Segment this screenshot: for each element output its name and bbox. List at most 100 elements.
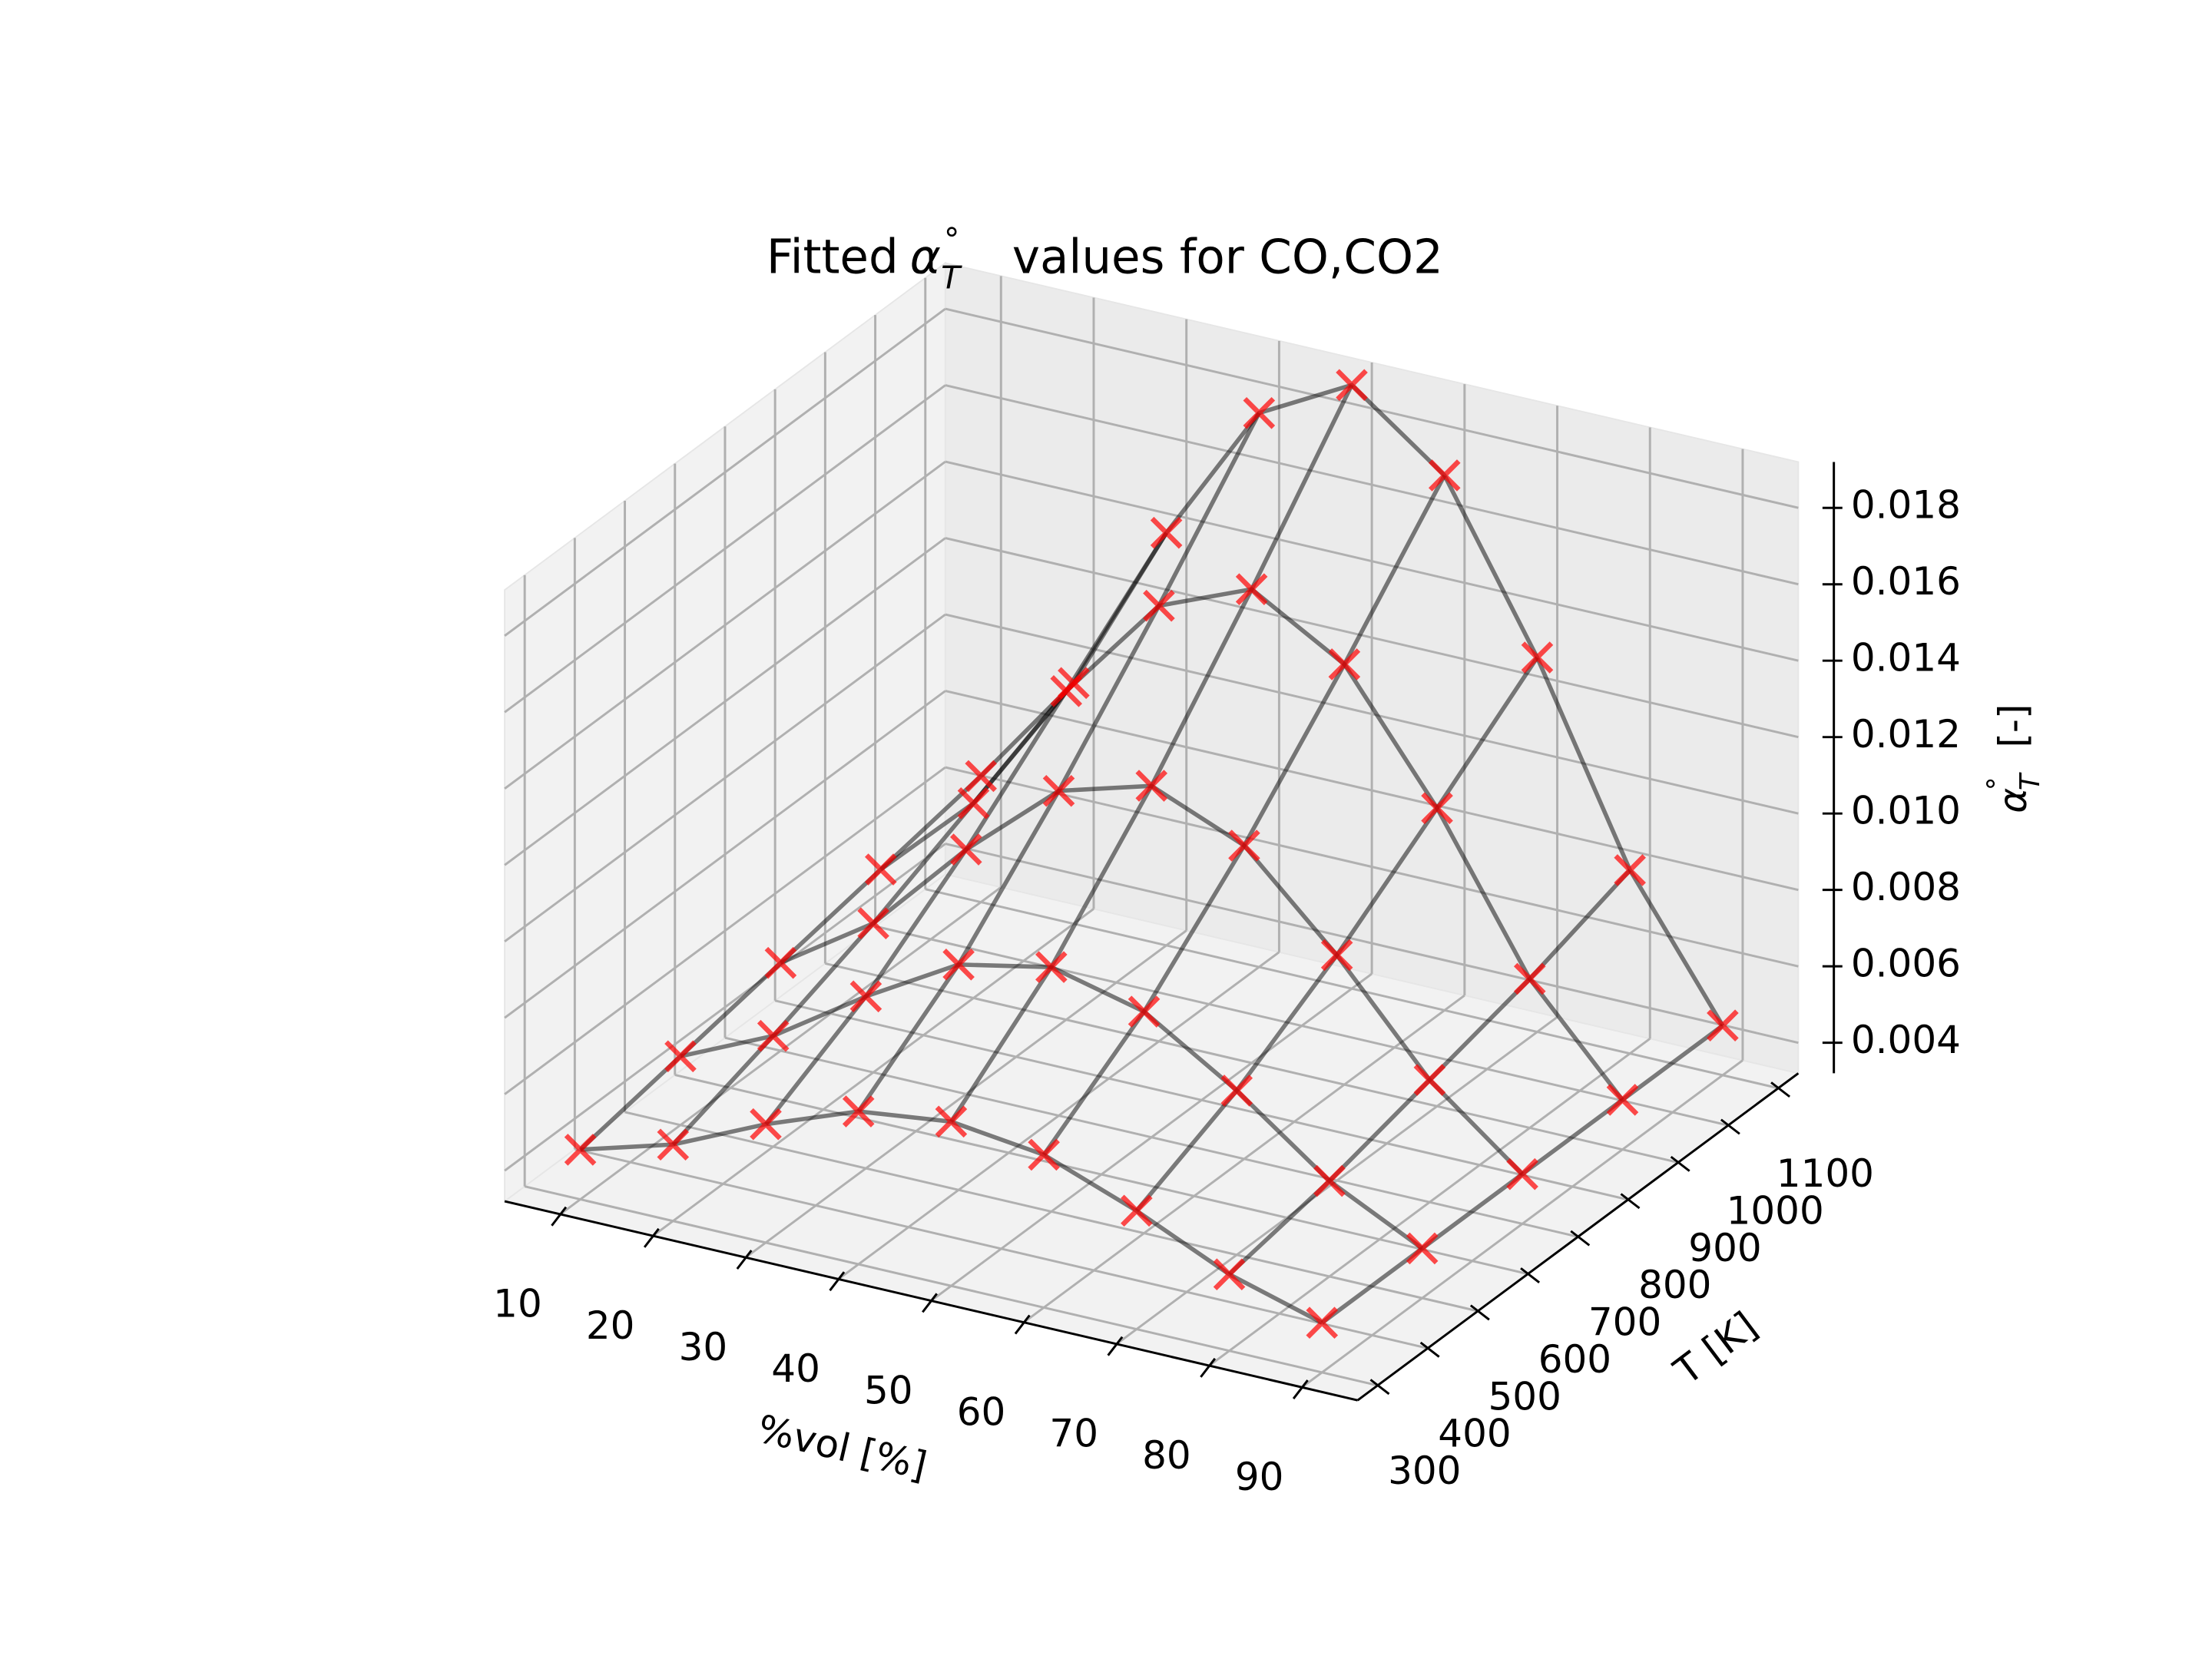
- grid-line: [504, 460, 946, 790]
- data-marker: [942, 949, 975, 981]
- data-marker: [750, 1108, 782, 1141]
- y-tick-label: 900: [1688, 1226, 1761, 1270]
- data-marker: [1135, 770, 1168, 802]
- z-label-suffix: [-]: [1991, 704, 2035, 748]
- data-marker: [842, 1095, 875, 1128]
- data-marker: [1506, 1157, 1538, 1190]
- z-tick-label: 0.008: [1851, 865, 1961, 909]
- x-tick-label: 50: [864, 1368, 913, 1412]
- data-marker: [1143, 589, 1175, 622]
- x-tick-label: 70: [1049, 1412, 1098, 1456]
- x-tick: [829, 1271, 846, 1292]
- grid-line: [875, 925, 1729, 1127]
- z-tick-label: 0.010: [1851, 789, 1961, 833]
- x-tick-label: 60: [957, 1390, 1006, 1435]
- chart-title-suffix: values for CO,CO2: [1012, 230, 1443, 284]
- grid-line: [504, 843, 946, 1172]
- grid-line: [945, 843, 1799, 1045]
- grid-line: [724, 1036, 1578, 1238]
- grid-line: [945, 307, 1799, 509]
- x-tick-label: 90: [1235, 1455, 1284, 1499]
- z-tick-label: 0.016: [1851, 559, 1961, 604]
- z-tick-label: 0.012: [1851, 712, 1961, 757]
- z-tick-label: 0.014: [1851, 636, 1961, 680]
- markers: [564, 369, 1739, 1339]
- data-marker: [1513, 962, 1546, 995]
- grid-line: [504, 690, 946, 1019]
- x-tick-label: 40: [771, 1346, 820, 1391]
- data-marker: [1328, 648, 1361, 680]
- y-tick: [1770, 1081, 1791, 1098]
- grid-line: [624, 1111, 1479, 1313]
- data-marker: [857, 907, 889, 940]
- y-tick: [1369, 1379, 1390, 1396]
- chart-title: Fitted: [767, 230, 899, 284]
- data-marker: [864, 853, 897, 886]
- y-tick-label: 1100: [1777, 1151, 1874, 1196]
- chart-title-sup: °: [944, 221, 959, 258]
- data-marker: [1243, 396, 1276, 429]
- grid-line: [504, 766, 946, 1095]
- y-tick: [1419, 1341, 1440, 1358]
- data-marker: [1406, 1232, 1439, 1265]
- x-tick: [736, 1250, 753, 1270]
- grid-line: [524, 1185, 1379, 1387]
- data-marker: [1320, 939, 1353, 972]
- data-marker: [1213, 1258, 1246, 1291]
- x-tick: [551, 1206, 568, 1227]
- grid: [504, 276, 1799, 1389]
- x-tick: [643, 1227, 660, 1248]
- y-tick-label: 500: [1488, 1374, 1561, 1419]
- x-tick-label: 80: [1142, 1433, 1191, 1478]
- data-marker: [1228, 830, 1260, 862]
- x-tick: [922, 1293, 938, 1313]
- data-marker: [1035, 951, 1068, 983]
- data-marker: [1128, 995, 1161, 1028]
- data-marker: [1150, 516, 1183, 549]
- grid-line: [945, 613, 1799, 815]
- x-tick: [1107, 1336, 1124, 1356]
- data-marker: [1121, 1194, 1153, 1227]
- grid-line: [945, 766, 1799, 968]
- grid-line: [945, 537, 1799, 739]
- data-marker: [965, 760, 997, 793]
- data-marker: [950, 833, 982, 866]
- data-marker: [1428, 459, 1461, 492]
- y-tick-label: 1000: [1727, 1188, 1824, 1233]
- y-tick-label: 800: [1638, 1263, 1711, 1307]
- y-tick: [1469, 1304, 1490, 1321]
- grid-line: [945, 384, 1799, 586]
- data-marker: [1421, 792, 1453, 825]
- y-tick-label: 300: [1388, 1449, 1461, 1493]
- y-tick-label: 400: [1438, 1412, 1511, 1456]
- data-marker: [1042, 774, 1075, 807]
- y-tick: [1570, 1230, 1591, 1247]
- axes: 10 20 30 40 50 60 70 80 90 3004005006007008009001…: [493, 462, 1961, 1499]
- data-marker: [1336, 369, 1368, 402]
- x-tick: [1014, 1314, 1031, 1335]
- y-axis-label: T [K]: [1665, 1303, 1765, 1394]
- grid-line: [504, 537, 946, 866]
- x-tick: [1200, 1357, 1217, 1378]
- data-marker: [757, 1019, 790, 1052]
- data-marker: [1235, 573, 1268, 605]
- y-tick: [1620, 1193, 1641, 1210]
- axis-line: [1356, 1072, 1800, 1402]
- data-marker: [957, 786, 990, 820]
- z-axis-label: α T ° [-]: [1982, 704, 2046, 813]
- data-marker: [1306, 1306, 1339, 1339]
- chart-title-symbol: α: [910, 230, 941, 284]
- data-marker: [849, 980, 882, 1013]
- grid-line: [504, 307, 946, 637]
- y-tick-label: 700: [1588, 1300, 1661, 1345]
- data-marker: [1707, 1009, 1739, 1042]
- grid-line: [825, 962, 1679, 1164]
- grid-line: [674, 1074, 1528, 1276]
- grid-line: [945, 460, 1799, 662]
- y-tick-label: 600: [1538, 1337, 1611, 1382]
- x-axis-label: %vol [%]: [753, 1406, 931, 1488]
- data-marker: [564, 1134, 597, 1166]
- grid-line: [504, 613, 946, 942]
- data-marker: [657, 1128, 690, 1161]
